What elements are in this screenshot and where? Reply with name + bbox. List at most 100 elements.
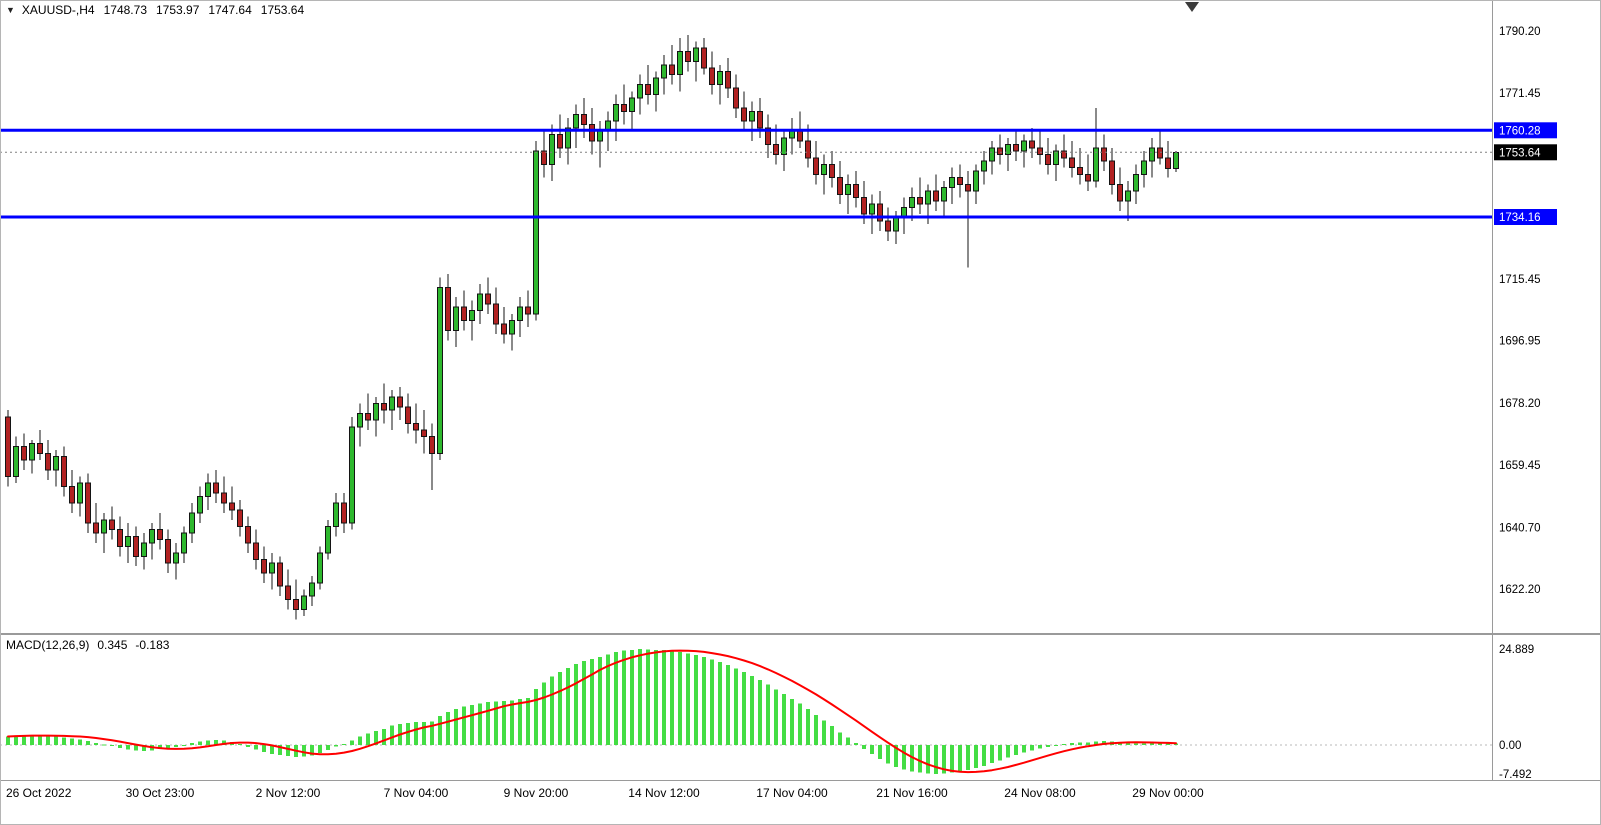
candle-body xyxy=(749,110,755,122)
candle-body xyxy=(269,562,275,574)
candle-body xyxy=(541,150,547,165)
candle-body xyxy=(813,157,819,175)
macd-bar xyxy=(526,698,530,745)
candle-body xyxy=(821,163,827,175)
macd-bar xyxy=(718,662,722,745)
macd-bar xyxy=(374,731,378,745)
macd-bar xyxy=(1150,743,1154,745)
macd-bar xyxy=(54,736,58,745)
macd-bar xyxy=(1158,743,1162,745)
candle-body xyxy=(1101,147,1107,162)
candle-body xyxy=(877,203,883,222)
macd-bar xyxy=(1062,744,1066,746)
macd-bar xyxy=(534,689,538,745)
time-axis[interactable]: 26 Oct 2022 30 Oct 23:00 2 Nov 12:00 7 Nov … xyxy=(6,786,1204,800)
candle-body xyxy=(853,183,859,199)
macd-bar xyxy=(1174,743,1178,745)
candle-body xyxy=(893,217,899,232)
macd-axis[interactable]: 24.889 0.00 -7.492 xyxy=(1499,644,1534,781)
macd-bar xyxy=(142,745,146,752)
macd-bar xyxy=(598,656,602,745)
candle-body xyxy=(1165,157,1171,170)
macd-bar xyxy=(950,745,954,773)
candle-body xyxy=(741,107,747,122)
candle-body xyxy=(1037,147,1043,155)
macd-bar xyxy=(782,694,786,745)
macd-bar xyxy=(1030,745,1034,751)
macd-bar xyxy=(1046,745,1050,747)
macd-bar xyxy=(942,745,946,774)
level-price-badge xyxy=(1494,122,1557,139)
time-tick-label: 7 Nov 04:00 xyxy=(384,786,449,800)
chart-shift-marker[interactable] xyxy=(1185,2,1199,12)
candle-body xyxy=(949,177,955,189)
pane-separator[interactable] xyxy=(0,633,1601,635)
price-axis[interactable]: 1790.20 1771.45 1715.45 1696.95 1678.20 1659.… xyxy=(1494,26,1557,596)
candle-body xyxy=(709,67,715,86)
candle-body xyxy=(957,177,963,185)
candle-body xyxy=(493,303,499,325)
candle-body xyxy=(1125,190,1131,202)
macd-bar xyxy=(1014,745,1018,755)
macd-bar xyxy=(406,723,410,745)
candle-body xyxy=(205,482,211,498)
candle-body xyxy=(301,595,307,610)
candle-body xyxy=(317,552,323,584)
candle-body xyxy=(1117,183,1123,202)
candle-body xyxy=(77,482,83,504)
macd-bar xyxy=(246,745,250,747)
macd-bar xyxy=(750,676,754,745)
candle-body xyxy=(149,529,155,544)
macd-bar xyxy=(166,745,170,749)
macd-bar xyxy=(926,745,930,774)
macd-bar xyxy=(358,736,362,745)
macd-bar xyxy=(1142,743,1146,745)
macd-bar xyxy=(30,735,34,745)
macd-bar xyxy=(350,740,354,745)
candle-body xyxy=(973,170,979,192)
level-price-badge-text: 1734.16 xyxy=(1499,212,1541,224)
macd-bar xyxy=(766,684,770,745)
macd-bar xyxy=(606,654,610,745)
time-tick-label: 29 Nov 00:00 xyxy=(1132,786,1204,800)
macd-bar xyxy=(430,721,434,745)
macd-bar xyxy=(254,745,258,750)
candle-body xyxy=(1173,151,1179,170)
price-tick-label: 1659.45 xyxy=(1499,460,1541,472)
candle-body xyxy=(805,140,811,159)
macd-bar xyxy=(478,703,482,745)
macd-bar xyxy=(110,745,114,747)
macd-bar xyxy=(838,732,842,745)
candle-body xyxy=(221,492,227,504)
macd-bar xyxy=(662,650,666,745)
candle-body xyxy=(677,51,683,76)
macd-bar xyxy=(62,737,66,745)
macd-bar xyxy=(486,702,490,745)
candle-body xyxy=(341,502,347,524)
candle-body xyxy=(869,203,875,215)
macd-bar xyxy=(446,711,450,745)
macd-bar xyxy=(302,745,306,757)
candle-body xyxy=(765,127,771,146)
candle-body xyxy=(309,582,315,597)
candle-body xyxy=(581,114,587,125)
candle-body xyxy=(1021,140,1027,152)
macd-signal-line xyxy=(7,649,1177,774)
candle-body xyxy=(781,137,787,155)
macd-bar xyxy=(790,698,794,745)
macd-bar xyxy=(286,745,290,757)
candle-body xyxy=(965,183,971,192)
candle-body xyxy=(293,599,299,610)
macd-bar xyxy=(22,735,26,745)
candle-body xyxy=(133,535,139,557)
candle-body xyxy=(501,323,507,335)
candle-body xyxy=(389,396,395,411)
macd-bar xyxy=(14,735,18,745)
candle-body xyxy=(397,396,403,408)
candle-body xyxy=(549,134,555,165)
macd-bar xyxy=(366,733,370,745)
candle-body xyxy=(757,110,763,129)
candle-body xyxy=(909,197,915,209)
